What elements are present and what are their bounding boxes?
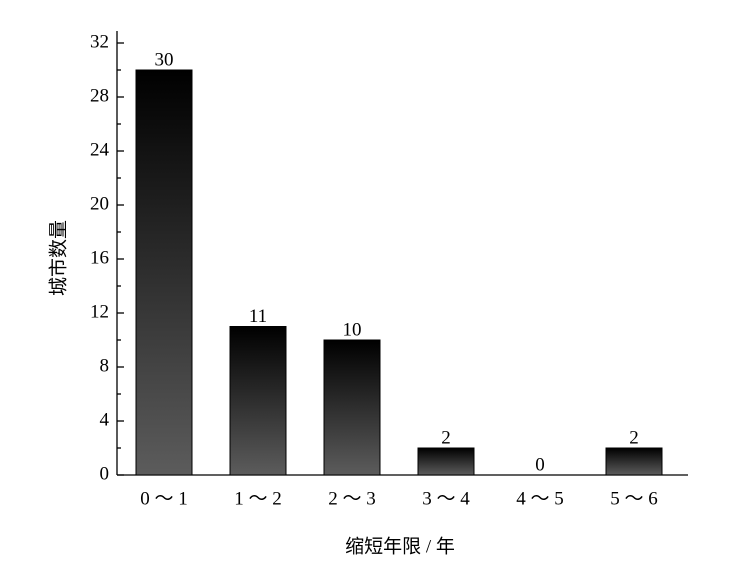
value-label: 2 <box>629 427 639 448</box>
value-label: 11 <box>249 306 267 327</box>
y-tick-label: 20 <box>90 193 109 214</box>
x-tick-label: 5 ～ 6 <box>610 488 658 509</box>
y-tick-label: 12 <box>90 301 109 322</box>
y-tick-label: 28 <box>90 85 109 106</box>
y-tick-label: 24 <box>90 139 110 160</box>
x-axis-label: 缩短年限 / 年 <box>345 535 455 557</box>
bar <box>605 447 663 476</box>
x-tick-label: 0 ～ 1 <box>140 488 188 509</box>
value-label: 2 <box>441 427 451 448</box>
bar <box>229 326 287 476</box>
x-tick-label: 3 ～ 4 <box>422 488 470 509</box>
value-label: 30 <box>155 49 174 70</box>
value-label: 10 <box>343 319 362 340</box>
y-tick-label: 4 <box>100 409 110 430</box>
value-label: 0 <box>535 454 545 475</box>
y-tick-label: 8 <box>100 355 110 376</box>
x-tick-label: 2 ～ 3 <box>328 488 376 509</box>
y-axis-label: 城市数量 <box>47 220 69 296</box>
x-tick-label: 1 ～ 2 <box>234 488 282 509</box>
x-tick-label: 4 ～ 5 <box>516 488 564 509</box>
y-tick-label: 16 <box>90 247 109 268</box>
bar <box>323 339 381 476</box>
y-tick-label: 32 <box>90 31 109 52</box>
bar <box>135 69 193 476</box>
bar <box>417 447 475 476</box>
y-tick-label: 0 <box>100 463 110 484</box>
